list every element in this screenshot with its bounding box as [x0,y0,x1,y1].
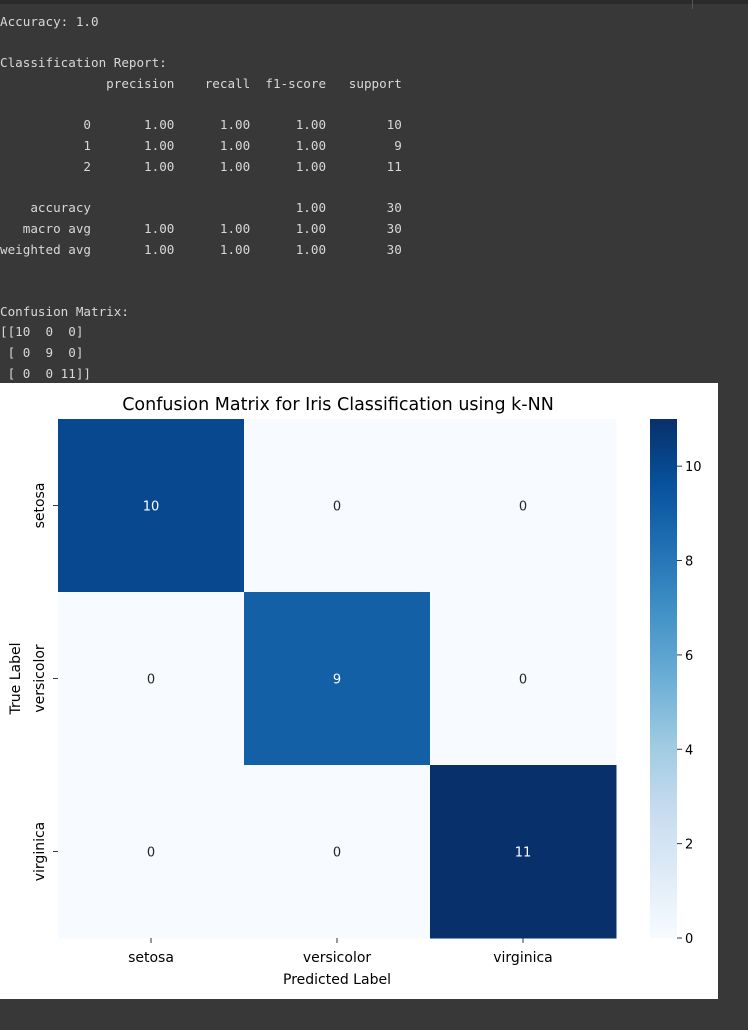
confusion-matrix-figure: Confusion Matrix for Iris Classification… [0,383,718,999]
console-line: [ 0 0 11]] [0,365,91,381]
heatmap-cell [244,592,431,766]
heatmap-cell [58,592,245,766]
console-line: accuracy 1.00 30 [0,200,402,216]
cell-annotation: 0 [147,846,155,861]
heatmap-cell [430,419,617,593]
colorbar-tick-label: 6 [685,649,693,664]
cell-annotation: 10 [143,500,160,515]
console-line [0,95,402,116]
y-axis-label: True Label [8,643,24,716]
colorbar [650,419,677,938]
colorbar-tick-label: 2 [685,838,693,853]
console-line [0,260,402,281]
cell-annotation: 0 [333,500,341,515]
top-separator [0,0,748,4]
chart-title: Confusion Matrix for Iris Classification… [122,395,554,415]
heatmap-cell [430,592,617,766]
y-tick-label: versicolor [32,644,48,713]
console-line: 1 1.00 1.00 1.00 9 [0,138,402,154]
heatmap-cell [244,765,431,939]
cell-annotation: 11 [515,846,532,861]
heatmap-cell [244,419,431,593]
x-tick-label: virginica [493,950,553,966]
cell-annotation: 0 [519,500,527,515]
y-tick-label: virginica [32,822,48,882]
console-line: weighted avg 1.00 1.00 1.00 30 [0,241,402,257]
console-line: precision recall f1-score support [0,76,402,92]
colorbar-tick-label: 4 [685,743,693,758]
console-line: 2 1.00 1.00 1.00 11 [0,158,402,174]
console-line: Accuracy: 1.0 [0,14,99,29]
console-line: [ 0 9 0] [0,345,84,360]
confusion-matrix-heatmap: Confusion Matrix for Iris Classification… [8,395,702,988]
heatmap-cell [430,765,617,939]
console-line: Confusion Matrix: [0,303,129,319]
x-tick-label: versicolor [303,950,372,966]
x-axis-label: Predicted Label [283,972,391,988]
console-line: Classification Report: [0,55,167,71]
heatmap-cell [58,419,245,593]
x-tick-label: setosa [128,950,174,966]
console-line [0,281,402,302]
cell-annotation: 0 [519,673,527,688]
cell-annotation: 9 [333,673,341,688]
console-output: Accuracy: 1.0 Classification Report: prec… [0,12,402,384]
y-tick-label: setosa [32,483,48,529]
colorbar-tick-label: 0 [685,932,693,947]
colorbar-tick-label: 8 [685,555,693,570]
console-line [0,33,402,54]
heatmap-cell [58,765,245,939]
scrollbar-tick [692,0,693,9]
console-line: macro avg 1.00 1.00 1.00 30 [0,220,402,236]
cell-annotation: 0 [333,846,341,861]
console-line [0,178,402,199]
console-line: 0 1.00 1.00 1.00 10 [0,117,402,133]
cell-annotation: 0 [147,673,155,688]
console-line: [[10 0 0] [0,324,84,340]
colorbar-tick-label: 10 [685,460,702,475]
